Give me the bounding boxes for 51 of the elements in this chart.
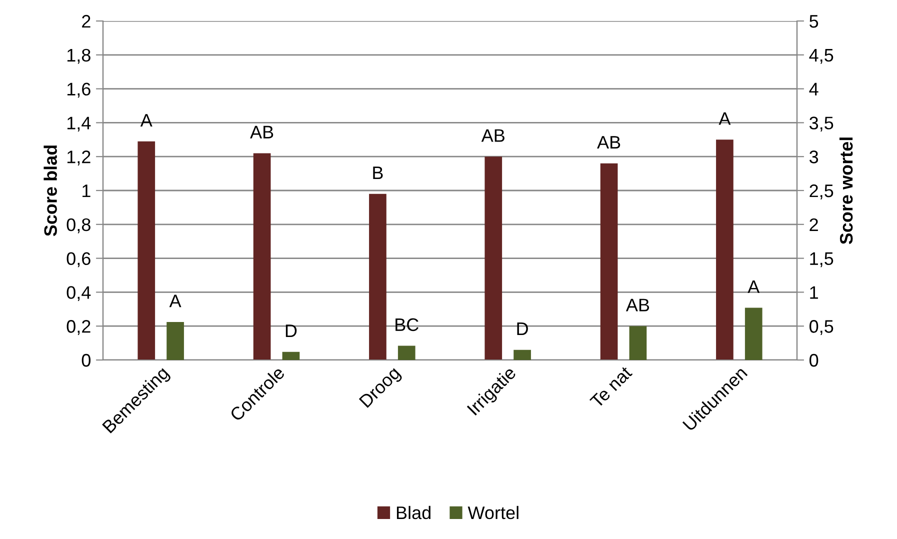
y-tick-label: 0	[82, 354, 90, 367]
y-tick-label: 2	[82, 14, 90, 28]
annotation: A	[140, 114, 152, 126]
annotation: D	[286, 324, 297, 338]
bar	[484, 156, 502, 360]
y-tick-label: 1,6	[67, 82, 90, 98]
y-tick-label: 1,2	[67, 150, 90, 166]
x-tick-label: Te nat	[589, 365, 633, 409]
bar	[744, 308, 762, 360]
annotation: AB	[481, 129, 504, 142]
bar	[514, 350, 531, 360]
y-tick-label: 1	[82, 184, 90, 198]
bar	[166, 322, 184, 360]
y-tick-label: 0,8	[66, 218, 90, 234]
y2-tick-label: 0	[810, 354, 818, 367]
y-tick-label: 0,4	[66, 286, 91, 302]
y2-tick-label: 5	[810, 15, 818, 28]
y2-tick-label: 4,5	[809, 49, 834, 64]
bar	[282, 352, 300, 360]
bar	[600, 163, 618, 360]
y-tick-label: 0,2	[66, 320, 90, 335]
annotation: BC	[396, 318, 418, 332]
y2-tick-label: 3	[809, 150, 818, 164]
annotation: AB	[250, 126, 274, 138]
annotation: B	[373, 166, 383, 180]
y-axis-title: Score blad	[44, 146, 57, 236]
annotation: AB	[597, 136, 620, 149]
bar	[716, 140, 734, 360]
bar	[369, 194, 386, 360]
annotation: AB	[626, 298, 650, 312]
y2-tick-label: 1	[810, 286, 818, 299]
annotation: A	[718, 112, 731, 125]
y-tick-label: 0,6	[66, 252, 90, 268]
y2-tick-label: 0,5	[810, 320, 834, 335]
annotation: A	[748, 280, 760, 293]
legend-label: Wortel	[468, 506, 518, 520]
y2-tick-label: 1,5	[810, 252, 834, 268]
y-tick-label: 1,8	[67, 48, 90, 64]
bar	[253, 153, 271, 360]
bar	[138, 141, 156, 360]
y-tick-label: 1,4	[67, 116, 91, 132]
annotation: D	[517, 322, 528, 335]
y2-tick-label: 2	[810, 218, 818, 231]
bar	[629, 326, 647, 360]
bar	[398, 346, 416, 360]
y2-tick-label: 3,5	[809, 116, 834, 132]
y2-tick-label: 4	[809, 82, 818, 96]
y2-axis-title: Score wortel	[839, 138, 853, 244]
annotation: A	[169, 294, 182, 308]
y2-tick-label: 2,5	[810, 184, 834, 200]
legend-label: Blad	[396, 506, 430, 520]
